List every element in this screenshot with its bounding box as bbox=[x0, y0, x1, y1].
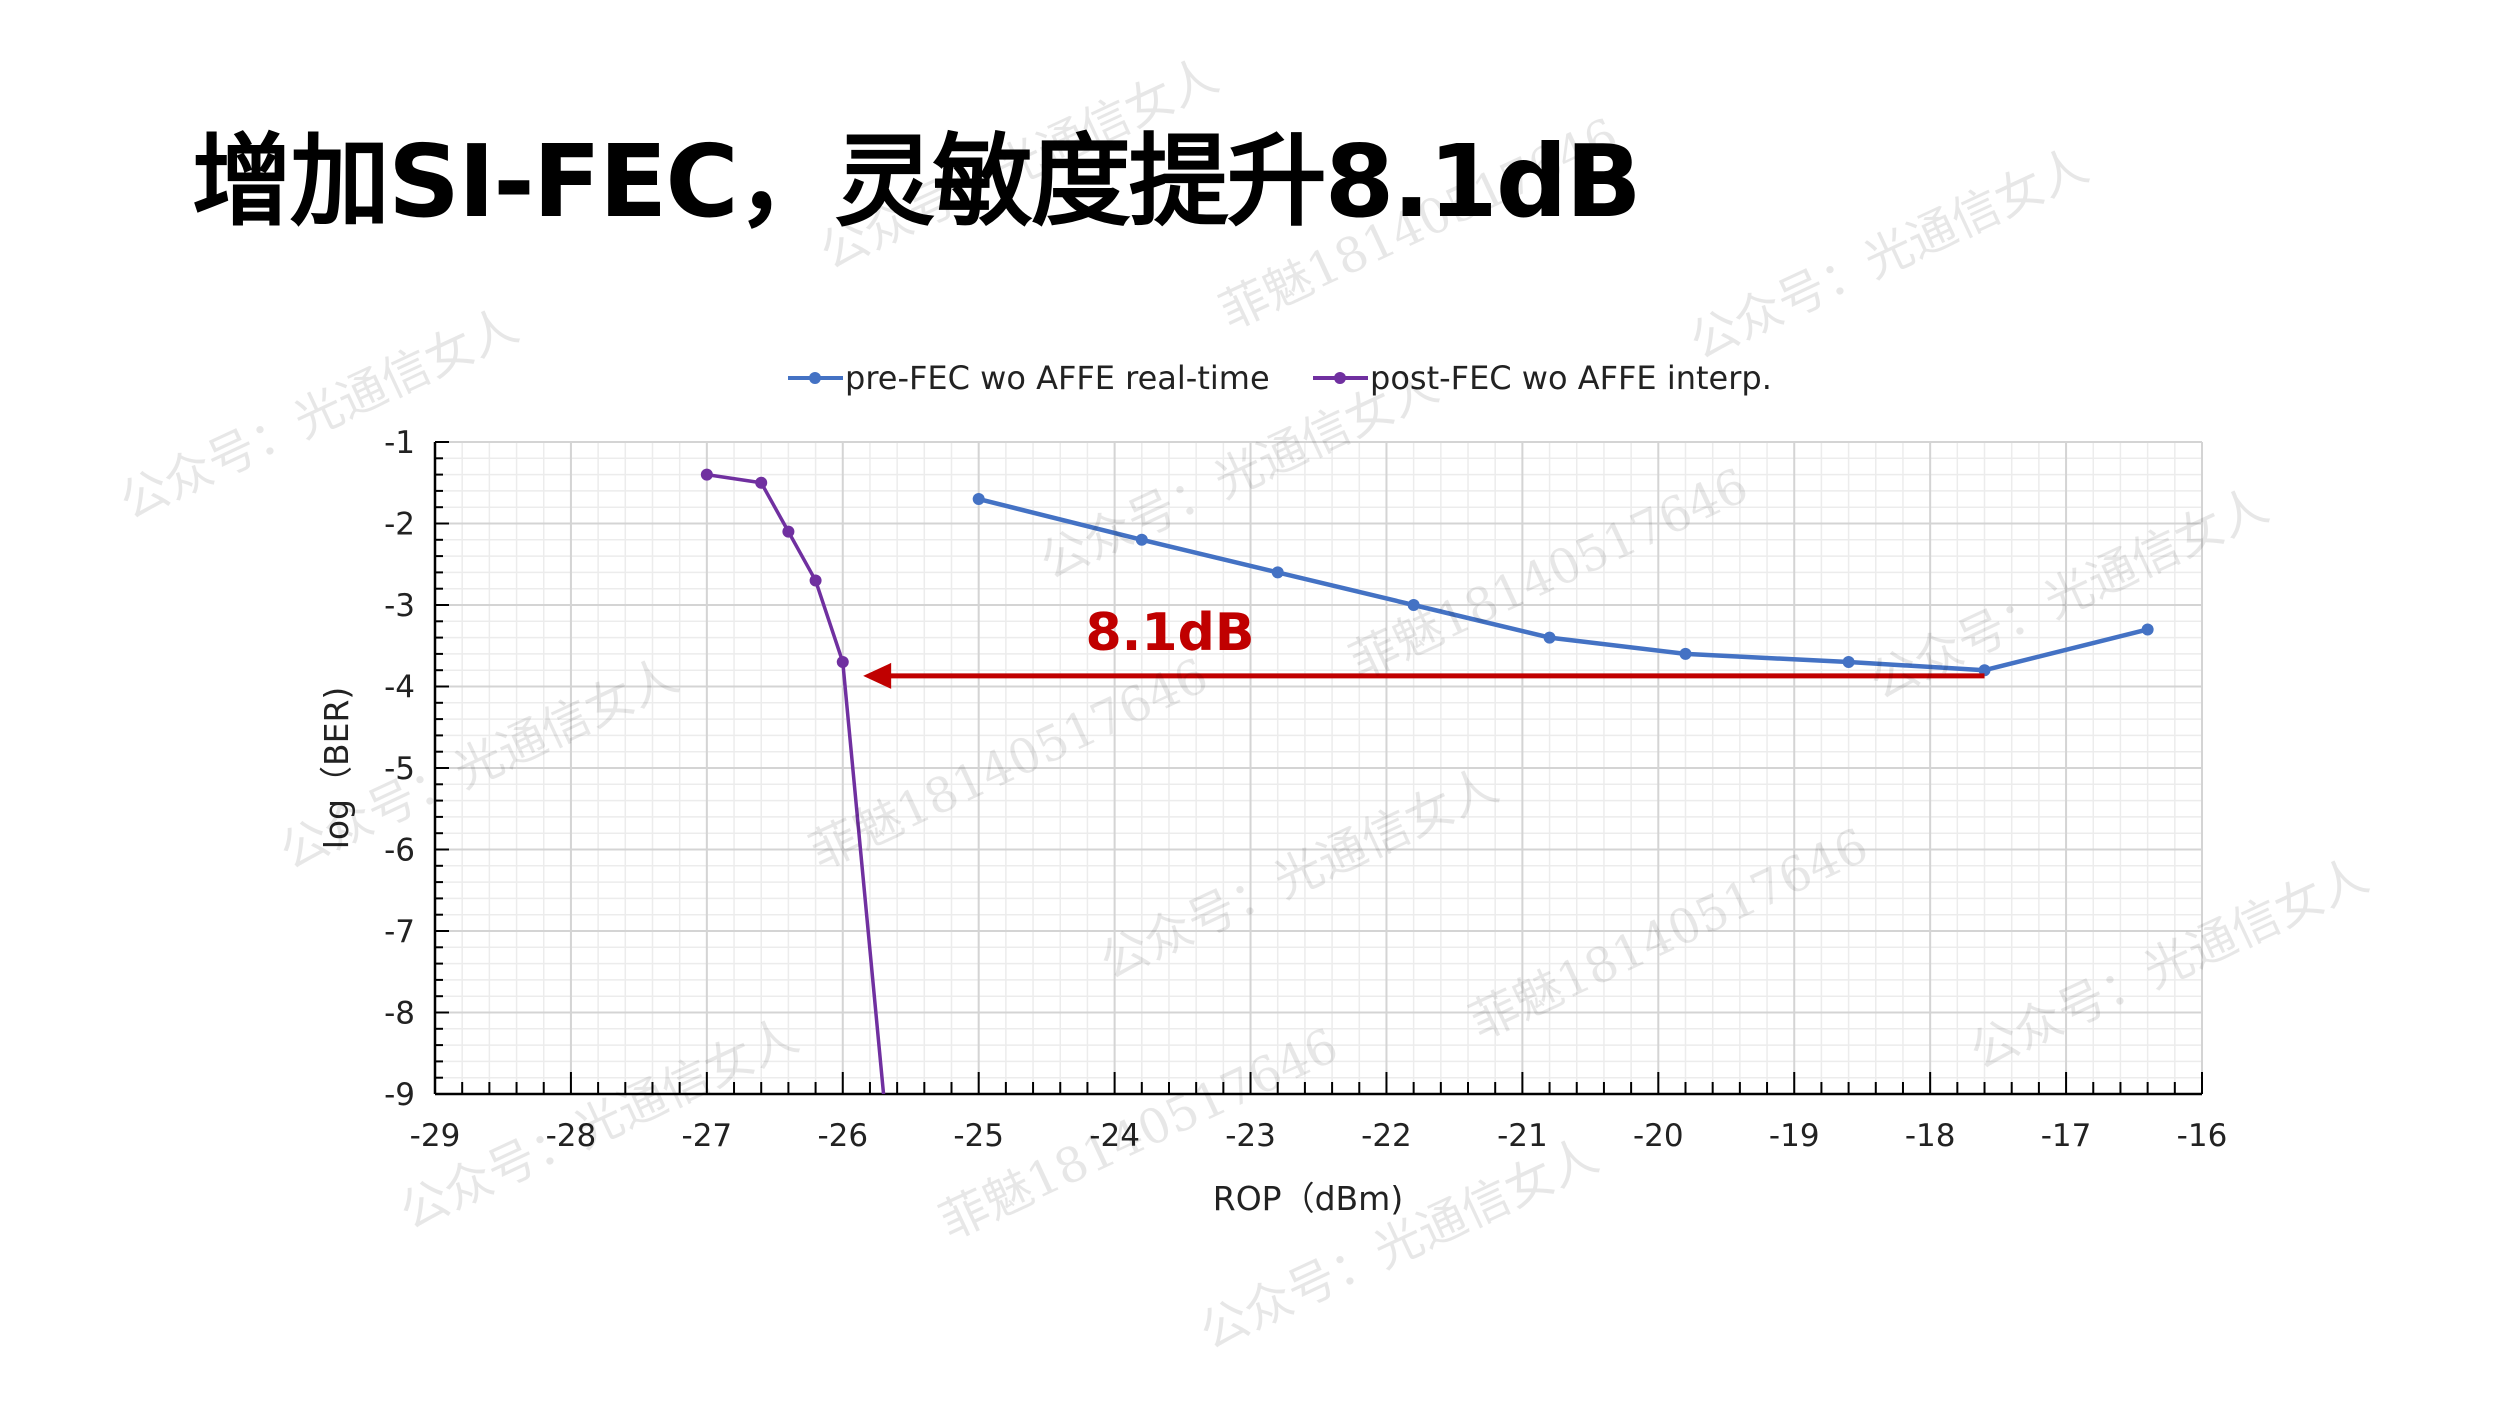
x-tick-label: -18 bbox=[1905, 1118, 1956, 1154]
y-tick-label: -2 bbox=[384, 507, 415, 543]
data-point bbox=[1679, 647, 1692, 660]
watermark: 菲魅18140517646 bbox=[801, 648, 1216, 881]
data-point bbox=[836, 656, 849, 669]
annotation: 8.1dB bbox=[863, 603, 1985, 689]
data-point bbox=[1407, 599, 1420, 611]
y-tick-label: -4 bbox=[384, 670, 415, 706]
watermark: 菲魅18140517646 bbox=[1211, 108, 1626, 341]
y-axis-label: log（BER) bbox=[317, 687, 356, 850]
x-tick-label: -22 bbox=[1361, 1118, 1412, 1154]
x-tick-label: -29 bbox=[410, 1118, 461, 1154]
legend-marker-icon bbox=[1334, 372, 1346, 384]
data-point bbox=[809, 574, 822, 587]
x-tick-label: -24 bbox=[1089, 1118, 1140, 1154]
data-point bbox=[1271, 566, 1284, 579]
legend: pre-FEC wo AFFE real-time post-FEC wo AFF… bbox=[788, 359, 1772, 397]
y-tick-label: -3 bbox=[384, 588, 415, 624]
x-tick-label: -26 bbox=[817, 1118, 868, 1154]
watermark: 公众号：光通信女人 bbox=[1091, 758, 1506, 991]
x-tick-label: -21 bbox=[1497, 1118, 1548, 1154]
watermark: 公众号：光通信女人 bbox=[1861, 478, 2276, 711]
data-point bbox=[1135, 533, 1148, 546]
y-tick-label: -9 bbox=[384, 1077, 415, 1113]
arrowhead-icon bbox=[863, 662, 892, 689]
y-tick-label: -6 bbox=[384, 833, 415, 869]
data-point bbox=[1842, 656, 1855, 669]
watermark: 公众号：光通信女人 bbox=[1681, 138, 2096, 371]
page-title: 增加SI-FEC，灵敏度提升8.1dB bbox=[192, 123, 1642, 240]
series bbox=[700, 468, 2154, 1094]
y-tick-label: -8 bbox=[384, 996, 415, 1032]
annotation-label: 8.1dB bbox=[1086, 603, 1255, 663]
watermark: 公众号：光通信女人 bbox=[111, 298, 526, 531]
x-tick-label: -20 bbox=[1633, 1118, 1684, 1154]
x-tick-label: -25 bbox=[953, 1118, 1004, 1154]
y-tick-label: -7 bbox=[384, 914, 415, 950]
data-point bbox=[1978, 664, 1991, 677]
watermark: 公众号：光通信女人 bbox=[811, 48, 1226, 281]
grid bbox=[434, 441, 2203, 1095]
y-tick-label: -5 bbox=[384, 751, 415, 787]
watermark: 公众号：光通信女人 bbox=[1191, 1128, 1606, 1361]
data-point bbox=[755, 476, 768, 489]
axes: -29 -28 -27 -26 -25 -24 -23 -22 -21 -20 -19 -18 -17 -… bbox=[384, 425, 2227, 1154]
series-line bbox=[706, 472, 886, 1094]
x-tick-label: -19 bbox=[1769, 1118, 1820, 1154]
series-1 bbox=[700, 468, 886, 1094]
legend-label: post-FEC wo AFFE interp. bbox=[1370, 359, 1772, 397]
data-point bbox=[972, 493, 985, 506]
data-point bbox=[700, 468, 713, 481]
data-point bbox=[782, 525, 795, 538]
x-tick-label: -27 bbox=[682, 1118, 733, 1154]
x-tick-label: -16 bbox=[2177, 1118, 2228, 1154]
y-tick-label: -1 bbox=[384, 425, 415, 461]
x-tick-label: -17 bbox=[2041, 1118, 2092, 1154]
legend-label: pre-FEC wo AFFE real-time bbox=[845, 359, 1270, 397]
watermark: 菲魅18140517646 bbox=[1461, 818, 1876, 1051]
legend-marker-icon bbox=[809, 372, 821, 384]
data-point bbox=[2141, 623, 2154, 636]
x-axis-label: ROP（dBm) bbox=[1213, 1179, 1403, 1218]
data-point bbox=[1543, 631, 1556, 644]
x-tick-label: -28 bbox=[546, 1118, 597, 1154]
x-tick-label: -23 bbox=[1225, 1118, 1276, 1154]
series-0 bbox=[972, 493, 2154, 677]
